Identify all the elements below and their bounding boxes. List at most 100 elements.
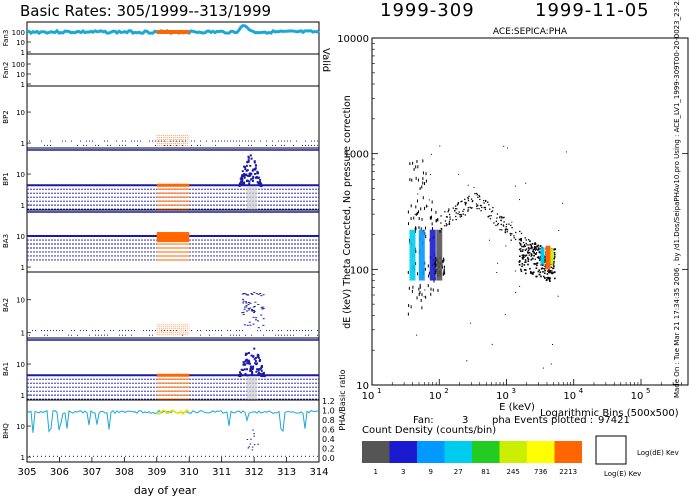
data-point	[179, 140, 180, 142]
pha-event	[454, 208, 457, 210]
pha-event	[548, 271, 550, 274]
data-point	[128, 330, 129, 332]
pha-event	[530, 246, 533, 249]
burst-point	[245, 164, 248, 167]
burst-point	[241, 177, 244, 180]
burst-point	[239, 183, 242, 186]
pha-event	[552, 271, 554, 273]
pha-event	[476, 205, 478, 207]
pha-event	[459, 213, 461, 216]
pha-event	[506, 231, 508, 233]
pha-event	[535, 248, 538, 250]
data-point	[33, 455, 34, 457]
data-point	[107, 144, 108, 146]
pha-event	[526, 244, 528, 246]
data-point	[311, 144, 312, 146]
burst-point	[251, 449, 254, 451]
pha-event	[504, 229, 507, 231]
pha-event	[485, 200, 487, 202]
data-point	[239, 330, 240, 332]
burst-point	[250, 178, 253, 181]
pha-event	[552, 262, 555, 265]
header-date: 1999-11-05	[535, 0, 650, 21]
legend-label: 245	[507, 468, 520, 476]
pha-event	[522, 245, 525, 248]
data-point	[266, 144, 267, 146]
highlight-band	[156, 30, 190, 34]
data-point	[92, 330, 93, 332]
burst-point	[247, 362, 250, 365]
data-point	[65, 455, 66, 457]
pha-event	[529, 271, 532, 273]
pha-event	[479, 198, 481, 201]
pha-event	[428, 271, 430, 275]
pha-event	[448, 220, 451, 222]
pha-event	[420, 298, 422, 302]
pha-event	[538, 269, 541, 271]
pha-event	[543, 272, 546, 275]
pha-event	[460, 213, 462, 216]
xtick-label: 309	[147, 467, 166, 478]
data-point	[101, 455, 102, 457]
data-point	[152, 140, 153, 142]
data-point	[293, 455, 294, 457]
data-point	[249, 455, 250, 457]
data-point	[273, 455, 274, 457]
pha-stray	[515, 292, 517, 294]
data-point	[131, 140, 132, 142]
pha-stray	[458, 173, 460, 175]
pha-event	[530, 272, 532, 275]
pha-event	[480, 210, 482, 212]
burst-point	[252, 168, 255, 171]
data-point	[281, 140, 282, 142]
pha-event	[528, 248, 530, 250]
panel-ba3: BA3 10 1	[2, 209, 320, 273]
pha-event	[530, 245, 533, 248]
panel-ytick-label: 1	[21, 81, 25, 89]
pha-event	[424, 182, 426, 186]
pha-event	[413, 167, 415, 171]
burst-point	[257, 368, 260, 371]
burst-point	[250, 366, 253, 369]
data-point	[49, 455, 50, 457]
panel-ytick-label: 10	[16, 297, 25, 305]
legend-swatch	[472, 441, 500, 463]
burst-point	[254, 164, 257, 167]
panel-ba1: BA1 10 1	[2, 337, 320, 401]
data-point	[125, 334, 126, 336]
fan-value: 3	[462, 415, 468, 426]
pha-event	[522, 249, 524, 251]
pha-event	[441, 259, 443, 263]
burst-point	[244, 372, 247, 375]
pha-event	[536, 256, 539, 258]
pha-xtick-label: 10	[496, 391, 509, 402]
pha-event	[416, 211, 418, 215]
data-point	[277, 455, 278, 457]
panel-ytick-label: 1	[21, 392, 25, 400]
pha-event	[421, 217, 423, 221]
burst-point	[257, 356, 260, 359]
pha-event	[472, 200, 474, 202]
data-point	[177, 455, 178, 457]
pha-event	[549, 280, 551, 283]
data-point	[293, 334, 294, 336]
pha-event	[442, 265, 444, 269]
burst-point	[254, 360, 257, 363]
panel-ytick-label: 100	[12, 61, 25, 69]
pha-event	[537, 244, 540, 247]
burst-point	[248, 362, 251, 365]
bin-size-box	[595, 435, 627, 465]
pha-event	[504, 231, 507, 234]
data-point	[281, 330, 282, 332]
pha-event	[523, 245, 526, 247]
pha-event	[539, 251, 541, 253]
data-point	[221, 334, 222, 336]
panel-ytick-label: 10	[16, 109, 25, 117]
burst-point	[247, 155, 250, 158]
pha-event	[537, 248, 540, 251]
pha-event	[529, 252, 531, 254]
burst-point	[248, 172, 251, 175]
pha-event	[431, 200, 433, 204]
pha-event	[503, 221, 505, 223]
pha-event	[506, 228, 509, 231]
